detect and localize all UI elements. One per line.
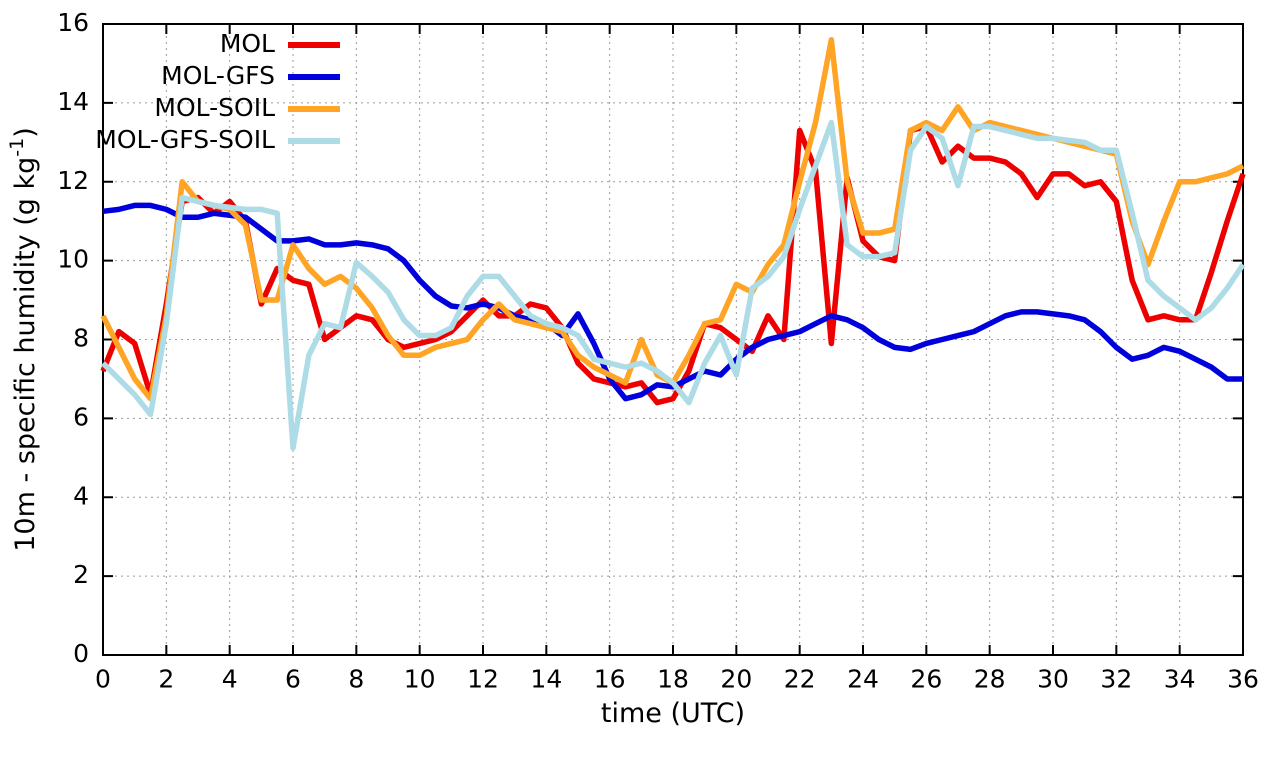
x-axis-title: time (UTC) — [601, 698, 745, 729]
y-tick-label: 16 — [57, 8, 89, 37]
x-tick-label: 32 — [1100, 664, 1132, 693]
y-tick-label: 2 — [73, 560, 89, 589]
y-tick-label: 6 — [73, 402, 89, 431]
legend-label-mol-gfs-soil: MOL-GFS-SOIL — [95, 125, 275, 154]
axis-frame — [102, 23, 1244, 656]
axis-titles: time (UTC) 10m - specific humidity (g kg-… — [6, 127, 745, 729]
y-axis-title: 10m - specific humidity (g kg-1) — [6, 127, 41, 552]
chart-legend: MOL MOL-GFS MOL-SOIL MOL-GFS-SOIL — [95, 29, 340, 154]
x-tick-label: 30 — [1037, 664, 1069, 693]
x-tick-label: 18 — [657, 664, 689, 693]
x-tick-label: 34 — [1164, 664, 1196, 693]
y-tick-label: 8 — [73, 324, 89, 353]
y-tick-label: 14 — [57, 87, 89, 116]
x-tick-label: 36 — [1227, 664, 1259, 693]
x-tick-label: 16 — [594, 664, 626, 693]
x-tick-label: 28 — [974, 664, 1006, 693]
x-tick-label: 20 — [720, 664, 752, 693]
x-tick-label: 0 — [95, 664, 111, 693]
x-tick-label: 26 — [910, 664, 942, 693]
y-tick-label: 12 — [57, 166, 89, 195]
y-tick-label: 4 — [73, 481, 89, 510]
x-tick-label: 22 — [784, 664, 816, 693]
legend-label-mol-gfs: MOL-GFS — [161, 61, 275, 90]
legend-label-mol-soil: MOL-SOIL — [154, 93, 275, 122]
x-tick-label: 10 — [404, 664, 436, 693]
x-tick-label: 2 — [158, 664, 174, 693]
y-axis-title-main: 10m - specific humidity (g kg — [10, 157, 41, 552]
data-series-layer — [100, 37, 1246, 451]
x-tick-label: 24 — [847, 664, 879, 693]
legend-label-mol: MOL — [220, 29, 275, 58]
x-tick-label: 14 — [530, 664, 562, 693]
y-axis-title-tail: ) — [10, 127, 41, 138]
x-tick-label: 4 — [222, 664, 238, 693]
x-tick-label: 12 — [467, 664, 499, 693]
grid-lines — [103, 24, 1243, 655]
y-tick-label: 0 — [73, 639, 89, 668]
series-line-mol-gfs-soil — [101, 119, 1246, 451]
x-tick-label: 6 — [285, 664, 301, 693]
x-tick-label: 8 — [348, 664, 364, 693]
y-tick-label: 10 — [57, 245, 89, 274]
y-axis-title-exponent: -1 — [6, 138, 28, 157]
series-line-mol — [100, 123, 1246, 406]
plot-frame — [102, 23, 1244, 656]
